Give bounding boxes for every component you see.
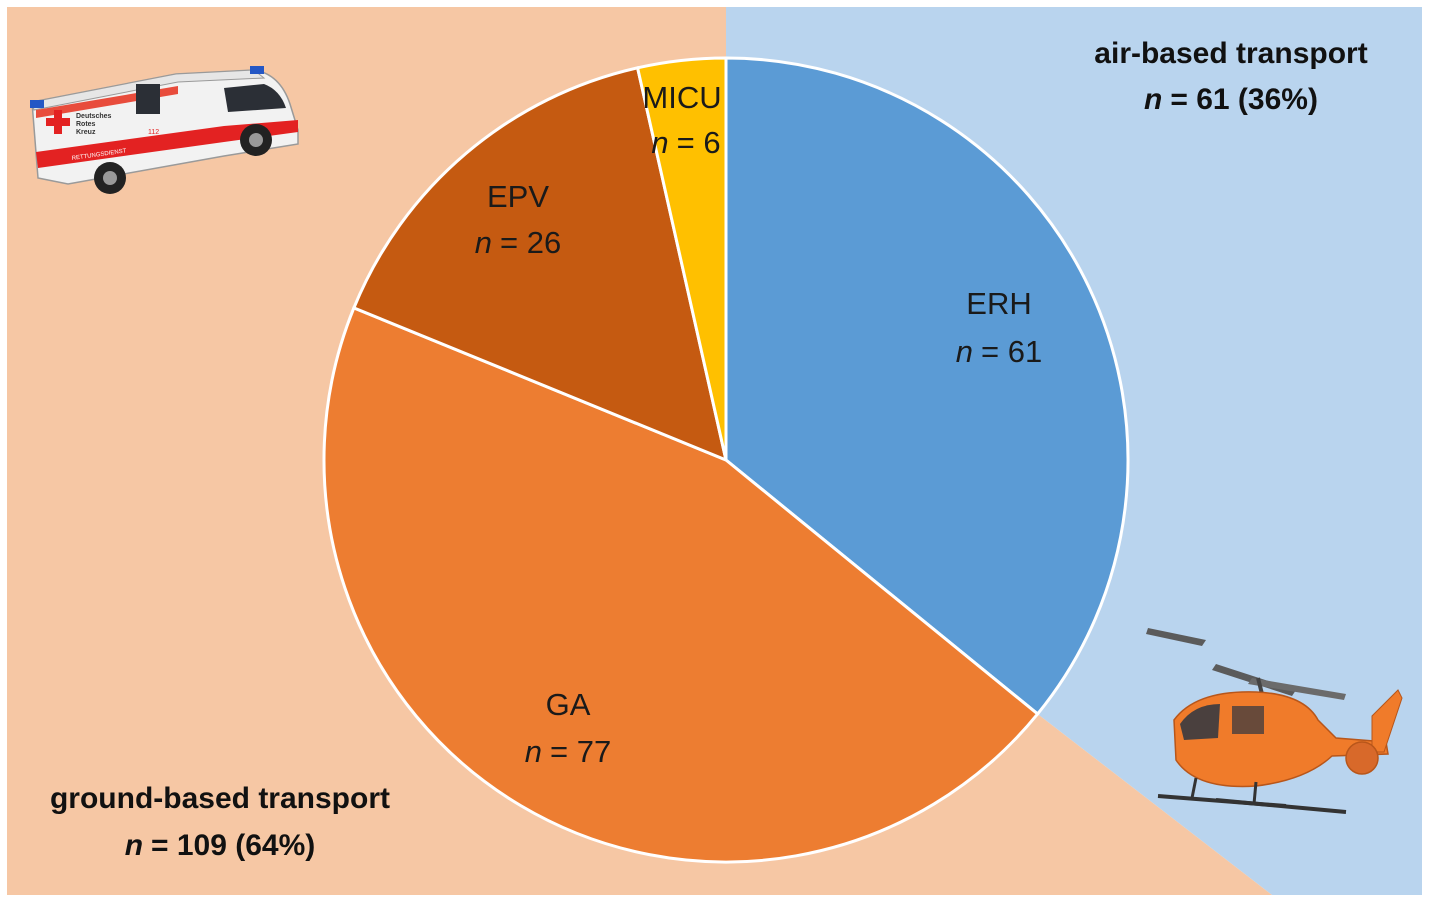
slice-count-epv: n = 26: [475, 225, 561, 260]
pie-slices: [322, 56, 1130, 864]
pie-slice-erh: [724, 56, 1130, 717]
ground-group-count: n = 109 (64%): [125, 829, 316, 862]
pie-slice-ga: [322, 305, 1040, 864]
svg-text:Rotes: Rotes: [76, 121, 96, 128]
svg-text:Kreuz: Kreuz: [76, 129, 96, 136]
slice-count-erh: n = 61: [956, 334, 1042, 369]
pie-slice-micu: [635, 56, 728, 461]
air-group-title: air-based transport: [1094, 37, 1367, 70]
slice-label-micu: MICU: [642, 80, 721, 115]
pie-slice-epv: [351, 66, 729, 463]
air-group-count: n = 61 (36%): [1144, 83, 1318, 116]
slice-label-ga: GA: [546, 687, 591, 722]
slice-label-epv: EPV: [487, 179, 549, 214]
helicopter-icon: [1146, 628, 1403, 814]
slice-labels: ERH n = 61 GA n = 77 EPV n = 26 MICU n = 6: [475, 80, 1042, 769]
svg-text:112: 112: [148, 129, 159, 136]
slice-label-erh: ERH: [966, 286, 1031, 321]
svg-text:Deutsches: Deutsches: [76, 113, 112, 120]
slice-count-ga: n = 77: [525, 734, 611, 769]
ground-group-title: ground-based transport: [50, 782, 390, 815]
slice-count-micu: n = 6: [651, 125, 720, 160]
ambulance-icon: Deutsches Rotes Kreuz RETTUNGSDIENST 112: [30, 66, 299, 194]
